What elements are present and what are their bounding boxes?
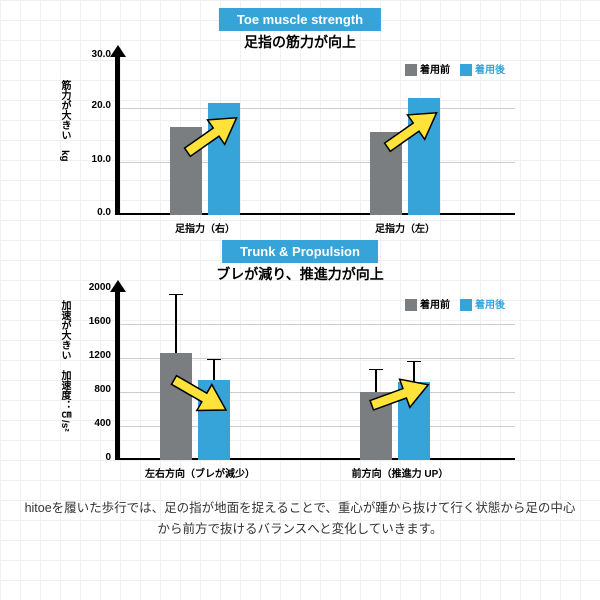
c1-cat-0: 足指力（右） <box>155 220 255 235</box>
c2-tick-5: 2000 <box>77 282 111 293</box>
chart2: 0 400 800 1200 1600 2000 加速が大きい 加速度：㎝/s²… <box>115 290 515 460</box>
legend-after-2: 着用後 <box>475 300 505 311</box>
c2-ylabel: 加速が大きい 加速度：㎝/s² <box>57 300 72 432</box>
chart1-tab: Toe muscle strength <box>219 8 381 31</box>
c2-tick-0: 0 <box>77 452 111 463</box>
c2-tick-2: 800 <box>77 384 111 395</box>
chart2-tab: Trunk & Propulsion <box>222 240 378 263</box>
c1-legend: 着用前 着用後 <box>405 61 505 76</box>
legend-before: 着用前 <box>420 65 450 76</box>
c1-tick-2: 20.0 <box>77 100 111 111</box>
c2-cat-0: 左右方向（ブレが減少） <box>130 465 270 480</box>
c1-cat-1: 足指力（左） <box>355 220 455 235</box>
footer-text: hitoeを履いた歩行では、足の指が地面を捉えることで、重心が踵から抜けて行く状… <box>20 498 580 541</box>
c1-arrow-1 <box>177 110 247 160</box>
legend-before-2: 着用前 <box>420 300 450 311</box>
legend-after: 着用後 <box>475 65 505 76</box>
chart2-subtitle: ブレが減り、推進力が向上 <box>216 264 383 284</box>
c1-tick-0: 0.0 <box>77 207 111 218</box>
c2-arrow-2 <box>365 370 435 420</box>
c1-ylabel: 筋力が大きい kg <box>57 80 72 162</box>
c2-tick-3: 1200 <box>77 350 111 361</box>
chart1: 0.0 10.0 20.0 30.0 筋力が大きい kg 着用前 着用後 足指力… <box>115 55 515 215</box>
c1-tick-3: 30.0 <box>77 49 111 60</box>
chart1-subtitle: 足指の筋力が向上 <box>244 32 356 52</box>
c2-arrow-1 <box>165 370 235 420</box>
c2-tick-4: 1600 <box>77 316 111 327</box>
c2-legend: 着用前 着用後 <box>405 296 505 311</box>
c2-cat-1: 前方向（推進力 UP） <box>330 465 470 480</box>
c2-tick-1: 400 <box>77 418 111 429</box>
c1-arrow-2 <box>377 105 447 155</box>
c1-tick-1: 10.0 <box>77 154 111 165</box>
